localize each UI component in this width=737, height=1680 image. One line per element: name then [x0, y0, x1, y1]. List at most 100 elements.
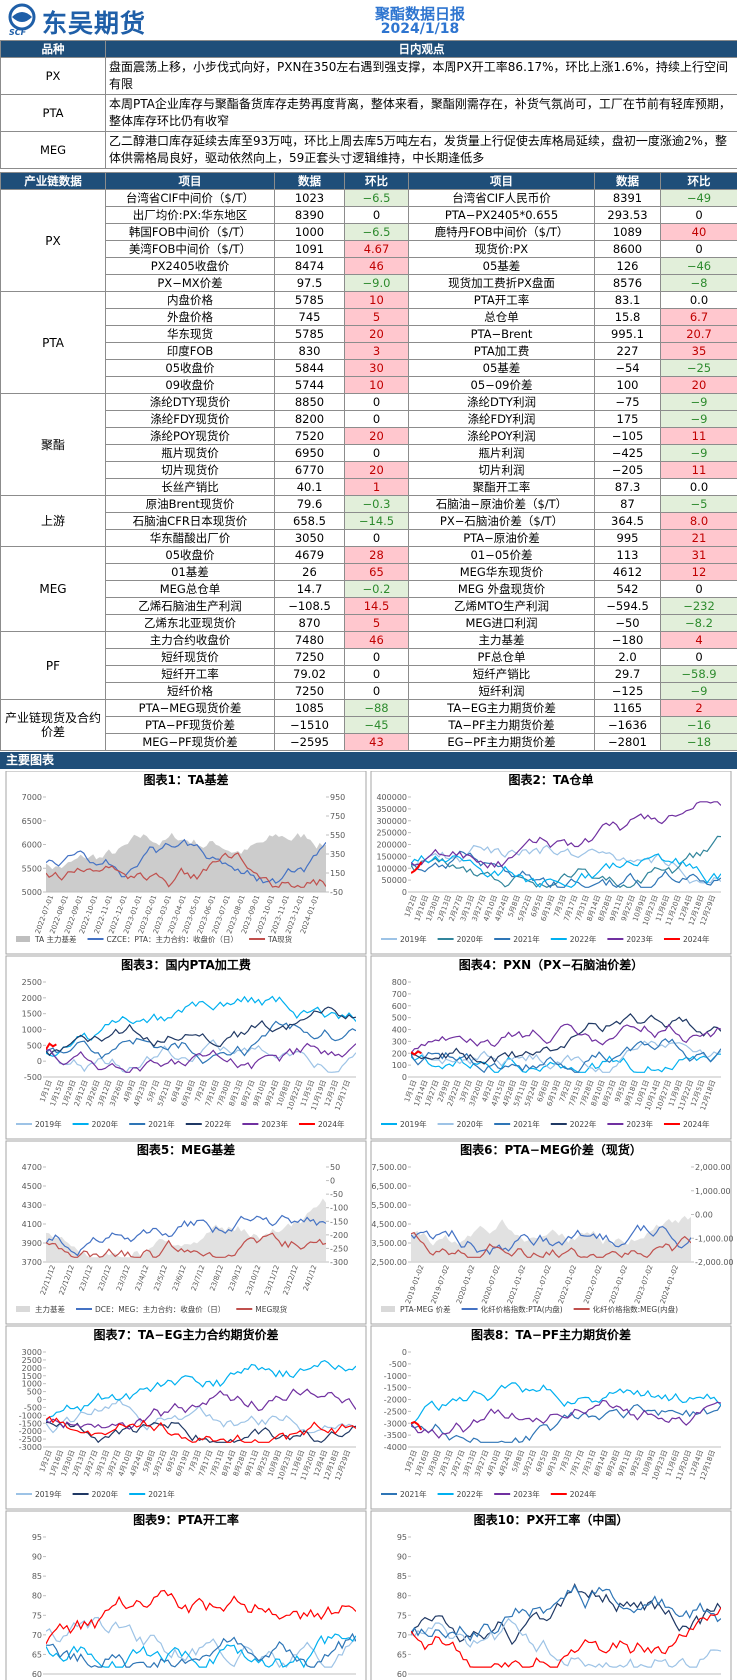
line-trace	[46, 1398, 356, 1434]
y2-tick-label: -300	[330, 1258, 348, 1267]
legend-swatch	[16, 936, 30, 942]
y-tick-label: 600	[392, 1002, 407, 1011]
legend-label: 2021年	[513, 1119, 540, 1129]
y-tick-label: 65	[32, 1650, 42, 1659]
y-tick-label: 0	[402, 1073, 407, 1082]
value-cell: −180	[594, 631, 661, 649]
legend-label: 2023年	[261, 1119, 288, 1129]
value-cell: 87.3	[594, 478, 661, 496]
x-tick-label: 23/2/12	[96, 1264, 113, 1292]
y-tick-label: 5500	[22, 864, 42, 873]
traces	[46, 832, 326, 892]
line-trace	[411, 1382, 721, 1426]
item-cell: 瓶片利润	[408, 444, 595, 462]
group-name: PX	[0, 189, 106, 292]
y2-tick-label: 2,000.00	[695, 1163, 731, 1172]
legend-label: DCE：MEG：主力合约：收盘价（日）	[95, 1304, 225, 1314]
line-trace	[411, 853, 721, 888]
item-cell: 原油Brent现货价	[105, 495, 275, 513]
item-cell: 短纤开工率	[105, 665, 275, 683]
y-tick-label: 5,500.00	[371, 1201, 407, 1210]
chart-title: 图表7：TA−EG主力合约期货价差	[94, 1327, 279, 1342]
chart-title: 图表10：PX开工率（中国）	[474, 1512, 629, 1527]
y-tick-label: -4000	[384, 1443, 407, 1452]
report-title: 聚酯数据日报	[374, 5, 465, 23]
change-cell: −0.2	[344, 580, 409, 598]
value-cell: 113	[594, 546, 661, 564]
y-tick-label: 1500	[22, 1372, 42, 1381]
x-tick-label: 23/9/12	[227, 1264, 244, 1292]
y-tick-label: 200000	[376, 841, 407, 850]
chart: 图表7：TA−EG主力合约期货价差 30002500200015001000500…	[5, 1325, 367, 1510]
item-cell: 主力合约收盘价	[105, 631, 275, 649]
chart: 图表3：国内PTA加工费25002000150010005000-5001月1日…	[5, 955, 367, 1140]
data-table: 产业链数据 项目 数据 环比 项目 数据 环比 PX 台湾省CIF中间价（$/T） 1023 −6.…	[0, 172, 737, 751]
change-cell: 6.7	[660, 308, 737, 326]
value-cell: 8600	[594, 240, 661, 258]
chart-frame	[370, 1325, 732, 1510]
data-row: 乙烯石脑油生产利润 −108.5 14.5 乙烯MTO生产利润 −594.5 −232	[1, 597, 737, 615]
item-cell: 外盘价格	[105, 308, 275, 326]
legend-item: 2023年	[607, 1119, 653, 1129]
item-cell: 05收盘价	[105, 546, 275, 564]
group-name: 上游	[0, 495, 106, 547]
y-tick-label: 1000	[22, 1026, 42, 1035]
change-cell: 20.7	[660, 325, 737, 343]
legend-item: 2023年	[242, 1119, 288, 1129]
y2-tick-label: 950	[330, 793, 345, 802]
item-cell: PTA−Brent	[408, 325, 595, 343]
chart-frame	[5, 771, 367, 955]
item-cell: PF总仓单	[408, 648, 595, 666]
y2-tick-label: -2,000.00	[695, 1258, 734, 1267]
change-cell: −25	[660, 359, 737, 377]
value-cell: 2.0	[594, 648, 661, 666]
change-cell: 0	[344, 529, 409, 547]
item-cell: PTA−原油价差	[408, 529, 595, 547]
item-cell: 现货加工费折PX盘面	[408, 274, 595, 292]
legend-item: 2022年	[185, 1119, 232, 1129]
x-tick-label: 2022-07-02	[582, 1264, 603, 1305]
change-cell: 14.5	[344, 597, 409, 615]
change-cell: 0	[660, 206, 737, 224]
change-cell: −9.0	[344, 274, 409, 292]
legend-item: 2019年	[381, 934, 427, 944]
legend-item: 2024年	[298, 1119, 345, 1129]
item-cell: 台湾省CIF人民币价	[408, 189, 595, 207]
change-cell: 43	[344, 733, 409, 751]
chart: 图表4：PXN（PX−石脑油价差） 800 700 600 500 400 300 200 10…	[370, 955, 732, 1140]
item-cell: PX2405收盘价	[105, 257, 275, 275]
y2-tick-label: 150	[330, 869, 345, 878]
line-trace	[411, 835, 721, 889]
value-cell: −594.5	[594, 597, 661, 615]
line-trace	[411, 1040, 721, 1073]
y2-tick-label: -250	[330, 1244, 348, 1253]
y-tick-label: 0	[402, 888, 407, 897]
chart-title: 图表8：TA−PF主力期货价差	[471, 1327, 631, 1342]
line-trace	[46, 1589, 356, 1645]
change-cell: 12	[660, 563, 737, 581]
value-cell: −425	[594, 444, 661, 462]
group-name: 产业链现货及合约价差	[0, 699, 106, 751]
y-tick-label: 85	[32, 1572, 42, 1581]
legend-label: 2019年	[400, 934, 427, 944]
y-tick-label: -3500	[384, 1431, 407, 1440]
item-cell: 美湾FOB中间价（$/T）	[105, 240, 275, 258]
line-trace	[46, 1039, 356, 1073]
group-name: MEG	[0, 546, 106, 632]
item-cell: 内盘价格	[105, 291, 275, 309]
value-cell: 1091	[274, 240, 345, 258]
data-row: MEG−PF现货价差 −2595 43 EG−PF主力期货价差 −2801 −18	[1, 733, 737, 751]
change-cell: −6.5	[344, 223, 409, 241]
y-tick-label: 4700	[22, 1163, 42, 1172]
legend-item: 2024年	[663, 1119, 710, 1129]
x-tick-label: 23/5/12	[152, 1264, 169, 1292]
legend-item: 2021年	[129, 1119, 175, 1129]
group-name: PTA	[0, 291, 106, 394]
legend-label: 2022年	[457, 1489, 484, 1499]
change-cell: 0	[344, 393, 409, 411]
y2-tick-label: -200	[330, 1231, 348, 1240]
legend-label: 2022年	[570, 1119, 597, 1129]
area-trace	[46, 832, 326, 892]
y-tick-label: 6,500.00	[371, 1182, 407, 1191]
y-tick-label: 300000	[376, 817, 407, 826]
